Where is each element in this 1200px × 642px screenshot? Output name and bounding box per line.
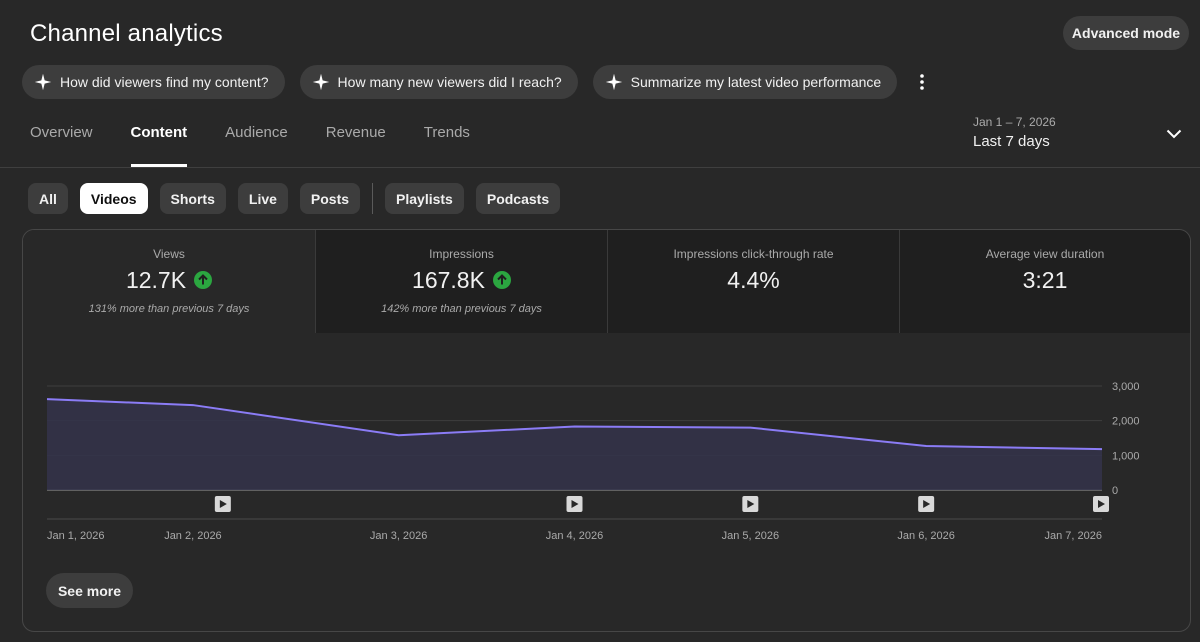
metric-tabs: Views 12.7K 131% more than previous 7 da… xyxy=(23,230,1190,333)
filter-shorts[interactable]: Shorts xyxy=(159,183,226,214)
tabs-divider xyxy=(0,167,1200,168)
play-icon xyxy=(1098,500,1105,508)
x-tick-label: Jan 6, 2026 xyxy=(897,530,955,542)
metric-comparison: 131% more than previous 7 days xyxy=(88,303,250,315)
filter-posts[interactable]: Posts xyxy=(299,183,361,214)
more-options-button[interactable] xyxy=(912,65,932,99)
tab-content[interactable]: Content xyxy=(130,124,187,167)
filter-videos[interactable]: Videos xyxy=(79,183,148,214)
metric-label: Average view duration xyxy=(985,247,1105,261)
analytics-card: Views 12.7K 131% more than previous 7 da… xyxy=(22,229,1191,632)
tab-audience[interactable]: Audience xyxy=(225,124,288,141)
chevron-down-icon[interactable] xyxy=(1164,124,1184,144)
play-icon xyxy=(219,500,227,508)
metric-value: 167.8K xyxy=(412,266,485,293)
views-chart: 3,000 2,000 1,000 0 Jan 1, 2026 Jan 2, 2026 Ja… xyxy=(46,381,1140,542)
metric-ctr[interactable]: Impressions click-through rate 4.4% xyxy=(607,230,899,333)
ai-chip-label: How did viewers find my content? xyxy=(60,74,269,90)
play-icon xyxy=(571,500,579,508)
metric-views[interactable]: Views 12.7K 131% more than previous 7 da… xyxy=(23,230,315,333)
sparkle-icon xyxy=(605,73,622,91)
y-tick-label: 3,000 xyxy=(1112,381,1140,393)
ai-chip-summarize[interactable]: Summarize my latest video performance xyxy=(592,65,898,99)
date-range-dates: Jan 1 – 7, 2026 xyxy=(973,115,1056,129)
metric-comparison: 142% more than previous 7 days xyxy=(381,303,542,315)
filter-podcasts[interactable]: Podcasts xyxy=(475,183,561,214)
filter-separator xyxy=(372,183,374,214)
ai-chip-new-viewers[interactable]: How many new viewers did I reach? xyxy=(299,65,578,99)
y-tick-label: 0 xyxy=(1112,485,1118,497)
analytics-tabs: Overview Content Audience Revenue Trends xyxy=(30,124,508,167)
ai-chip-label: How many new viewers did I reach? xyxy=(337,74,562,90)
filter-playlists[interactable]: Playlists xyxy=(385,183,464,214)
filter-all[interactable]: All xyxy=(28,183,68,214)
metric-value: 3:21 xyxy=(1022,266,1068,293)
page-title: Channel analytics xyxy=(30,20,223,47)
x-tick-label: Jan 7, 2026 xyxy=(1045,530,1103,542)
ai-chip-viewers-find[interactable]: How did viewers find my content? xyxy=(22,65,285,99)
y-tick-label: 1,000 xyxy=(1112,450,1140,462)
advanced-mode-button[interactable]: Advanced mode xyxy=(1063,16,1189,50)
play-icon xyxy=(923,500,931,508)
ai-chip-label: Summarize my latest video performance xyxy=(630,74,882,90)
x-tick-label: Jan 5, 2026 xyxy=(722,530,780,542)
metric-label: Views xyxy=(153,247,185,261)
x-tick-label: Jan 2, 2026 xyxy=(164,530,222,542)
tab-revenue[interactable]: Revenue xyxy=(325,124,386,141)
metric-label: Impressions xyxy=(429,247,494,261)
y-tick-label: 2,000 xyxy=(1112,416,1140,428)
sparkle-icon xyxy=(34,73,52,91)
metric-value: 12.7K xyxy=(125,266,187,293)
date-range-label: Last 7 days xyxy=(973,133,1050,150)
metric-value: 4.4% xyxy=(727,266,780,293)
metric-label: Impressions click-through rate xyxy=(673,247,834,261)
x-tick-label: Jan 1, 2026 xyxy=(47,530,105,542)
kebab-menu-icon xyxy=(920,74,925,90)
x-tick-label: Jan 4, 2026 xyxy=(546,530,604,542)
date-range-picker[interactable]: Jan 1 – 7, 2026 Last 7 days xyxy=(973,115,1056,150)
arrow-up-icon xyxy=(194,271,213,289)
tab-trends[interactable]: Trends xyxy=(423,124,470,141)
see-more-button[interactable]: See more xyxy=(46,573,133,608)
content-type-filters: All Videos Shorts Live Posts Playlists P… xyxy=(28,183,572,214)
metric-avg-view-duration[interactable]: Average view duration 3:21 xyxy=(899,230,1190,333)
metric-impressions[interactable]: Impressions 167.8K 142% more than previo… xyxy=(315,230,607,333)
sparkle-icon xyxy=(312,73,329,91)
ai-suggestion-chips: How did viewers find my content? How man… xyxy=(22,65,932,99)
arrow-up-icon xyxy=(492,271,511,289)
filter-live[interactable]: Live xyxy=(237,183,288,214)
play-icon xyxy=(747,500,755,508)
x-tick-label: Jan 3, 2026 xyxy=(370,530,428,542)
views-line xyxy=(46,398,1103,451)
views-area xyxy=(47,399,1102,490)
tab-overview[interactable]: Overview xyxy=(30,124,93,141)
